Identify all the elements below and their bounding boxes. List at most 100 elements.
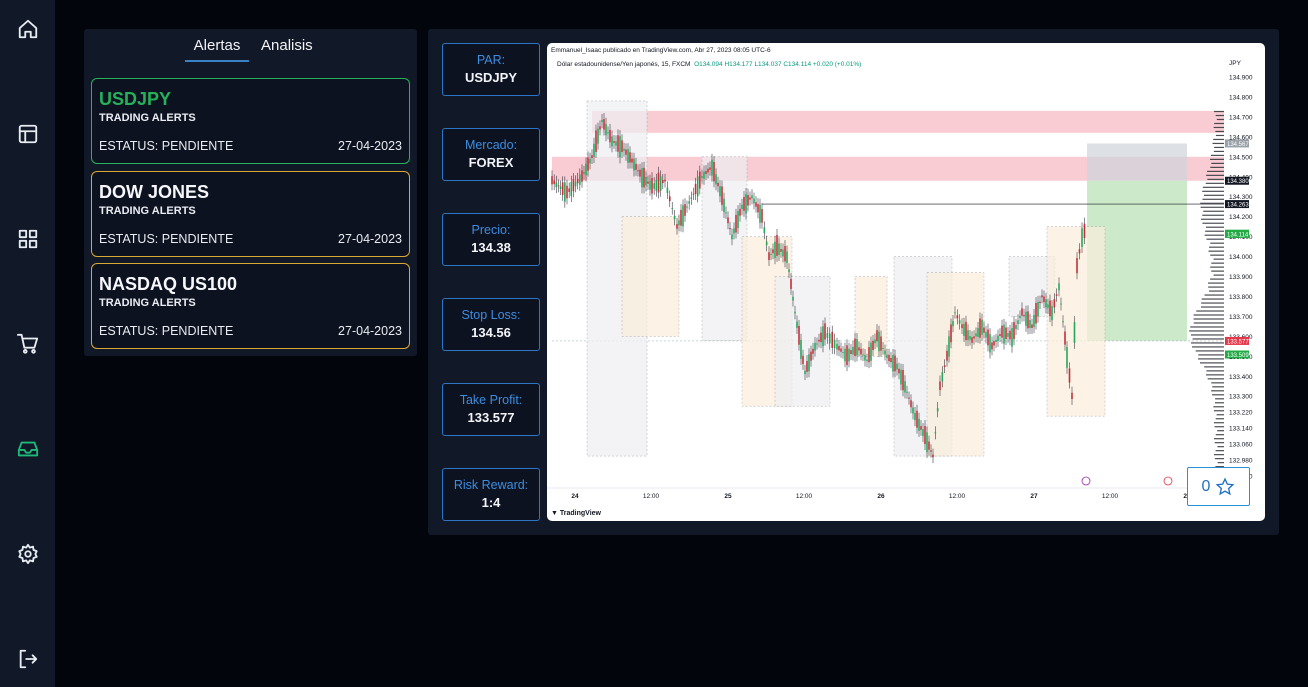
candle-body bbox=[587, 157, 589, 171]
volume-profile-bar bbox=[1192, 338, 1224, 340]
price-tick-label: 134.200 bbox=[1229, 214, 1253, 221]
candle-body bbox=[1058, 283, 1060, 291]
pair-value: USDJPY bbox=[464, 70, 518, 85]
candle-body bbox=[651, 178, 653, 194]
candle-body bbox=[581, 170, 583, 182]
candle-body bbox=[924, 426, 926, 445]
price-tick-label: 133.300 bbox=[1229, 394, 1253, 401]
alert-symbol: NASDAQ US100 bbox=[99, 274, 238, 294]
candle-body bbox=[765, 241, 768, 246]
tab-analysis[interactable]: Analisis bbox=[261, 37, 313, 54]
alert-card-dow-jones[interactable]: DOW JONES TRADING ALERTS ESTATUS: PENDIE… bbox=[91, 171, 410, 257]
inbox-icon[interactable] bbox=[14, 435, 42, 463]
candle-body bbox=[637, 170, 639, 172]
time-tick-label: 25 bbox=[724, 493, 732, 500]
tab-alerts[interactable]: Alertas bbox=[185, 37, 249, 62]
candle-body bbox=[820, 332, 822, 343]
candle-body bbox=[711, 159, 713, 176]
candle-body bbox=[838, 345, 840, 351]
price-tick-label: 133.900 bbox=[1229, 274, 1253, 281]
volume-profile-bar bbox=[1215, 434, 1224, 436]
candle-body bbox=[963, 323, 965, 336]
candle-body bbox=[678, 220, 680, 226]
volume-profile-bar bbox=[1213, 150, 1224, 153]
volume-profile-bar bbox=[1211, 390, 1224, 392]
volume-profile-bar bbox=[1210, 158, 1224, 160]
candle-body bbox=[585, 163, 587, 176]
candle-body bbox=[1081, 228, 1083, 247]
candle-body bbox=[1083, 223, 1086, 239]
volume-profile-bar bbox=[1210, 242, 1224, 244]
volume-profile-bar bbox=[1198, 358, 1224, 360]
volume-profile-bar bbox=[1210, 166, 1224, 168]
candle-body bbox=[621, 140, 623, 153]
candle-body bbox=[967, 330, 969, 341]
alert-card-usdjpy[interactable]: USDJPY TRADING ALERTS ESTATUS: PENDIENTE… bbox=[91, 78, 410, 164]
logout-icon[interactable] bbox=[14, 645, 42, 673]
candle-body bbox=[792, 296, 794, 301]
volume-profile-bar bbox=[1206, 174, 1224, 176]
candle-body bbox=[1017, 320, 1019, 325]
layout-icon[interactable] bbox=[14, 120, 42, 148]
volume-profile-bar bbox=[1214, 454, 1224, 456]
volume-profile-bar bbox=[1210, 254, 1224, 256]
price-tick-label: 133.060 bbox=[1229, 442, 1253, 449]
candle-body bbox=[939, 381, 941, 391]
candle-body bbox=[860, 348, 862, 355]
candle-body bbox=[991, 342, 993, 350]
volume-profile-bar bbox=[1202, 214, 1224, 216]
candle-body bbox=[595, 130, 597, 152]
candle-body bbox=[583, 171, 585, 174]
candle-body bbox=[566, 185, 568, 199]
grid-icon[interactable] bbox=[14, 225, 42, 253]
volume-profile-bar bbox=[1209, 246, 1224, 248]
volume-profile-bar bbox=[1193, 318, 1224, 320]
volume-profile-bar bbox=[1213, 422, 1224, 424]
cart-icon[interactable] bbox=[14, 330, 42, 358]
candle-body bbox=[932, 454, 934, 458]
alerts-panel: Alertas Analisis USDJPY TRADING ALERTS E… bbox=[84, 29, 417, 356]
candle-body bbox=[579, 174, 581, 185]
candle-body bbox=[908, 397, 910, 399]
candle-body bbox=[615, 141, 617, 146]
candle-body bbox=[800, 339, 802, 359]
alert-card-nasdaq[interactable]: NASDAQ US100 TRADING ALERTS ESTATUS: PEN… bbox=[91, 263, 410, 349]
candle-body bbox=[1001, 325, 1003, 338]
volume-profile-bar bbox=[1211, 162, 1224, 164]
candle-body bbox=[564, 182, 566, 202]
candle-body bbox=[906, 391, 908, 393]
volume-profile-bar bbox=[1215, 134, 1224, 137]
volume-profile-bar bbox=[1211, 270, 1224, 272]
favorite-button[interactable]: 0 bbox=[1187, 467, 1250, 506]
candle-body bbox=[868, 347, 870, 363]
time-tick-label: 24 bbox=[571, 493, 579, 500]
candle-body bbox=[985, 331, 987, 338]
currency-label: JPY bbox=[1229, 60, 1242, 67]
price-tick-label: 133.140 bbox=[1229, 426, 1253, 433]
chart-ohlc: O134.094 H134.177 L134.037 C134.114 +0.0… bbox=[694, 61, 862, 68]
settings-icon[interactable] bbox=[14, 540, 42, 568]
candle-body bbox=[890, 357, 892, 363]
candle-body bbox=[848, 348, 850, 362]
price-tag bbox=[1225, 139, 1249, 148]
candle-body bbox=[788, 269, 790, 273]
resistance-zone bbox=[592, 110, 1224, 133]
price-box: Precio: 134.38 bbox=[442, 213, 540, 266]
star-icon bbox=[1216, 476, 1235, 495]
volume-profile-bar bbox=[1202, 190, 1224, 192]
home-icon[interactable] bbox=[14, 15, 42, 43]
candle-body bbox=[731, 234, 733, 240]
market-label: Mercado: bbox=[464, 138, 518, 152]
volume-profile-bar bbox=[1193, 314, 1224, 316]
candle-body bbox=[641, 168, 643, 188]
volume-profile-bar bbox=[1192, 346, 1224, 348]
price-tick-label: 133.220 bbox=[1229, 410, 1253, 417]
volume-profile-bar bbox=[1215, 466, 1224, 468]
volume-profile-bar bbox=[1189, 330, 1224, 332]
trading-chart[interactable]: 134.900134.800134.700134.600134.500134.4… bbox=[547, 43, 1265, 521]
volume-profile-bar bbox=[1209, 290, 1224, 292]
take-profit-label: Take Profit: bbox=[459, 393, 523, 407]
price-tag bbox=[1225, 229, 1249, 238]
volume-profile-bar bbox=[1215, 130, 1224, 133]
candle-body bbox=[961, 324, 963, 329]
